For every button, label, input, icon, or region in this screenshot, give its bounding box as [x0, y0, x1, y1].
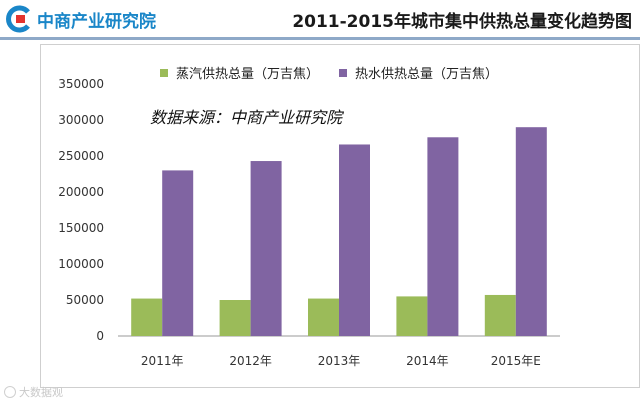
header-divider — [0, 37, 640, 40]
bar-hot-water — [339, 144, 370, 336]
data-source-annotation: 数据来源：中商产业研究院 — [150, 108, 343, 127]
bar-hot-water — [162, 170, 194, 336]
bar-steam — [484, 294, 516, 336]
bar-steam — [219, 300, 251, 336]
bar-hot-water — [427, 137, 459, 336]
bar-steam — [131, 298, 163, 336]
bar-hot-water — [515, 127, 547, 336]
y-tick-label: 0 — [96, 329, 104, 343]
bar-steam — [308, 298, 339, 336]
legend-label-steam: 蒸汽供热总量（万吉焦） — [176, 67, 320, 82]
page-title: 2011-2015年城市集中供热总量变化趋势图 — [292, 12, 632, 32]
y-tick-label: 50000 — [66, 293, 104, 307]
header: 中商产业研究院 2011-2015年城市集中供热总量变化趋势图 — [0, 0, 640, 40]
watermark-text: 大数据观 — [19, 386, 63, 399]
legend-label-hot-water: 热水供热总量（万吉焦） — [355, 67, 499, 82]
x-tick-label: 2011年 — [141, 354, 184, 368]
y-tick-label: 200000 — [58, 185, 104, 199]
logo: 中商产业研究院 — [4, 3, 156, 35]
legend-item-steam: 蒸汽供热总量（万吉焦） — [160, 63, 319, 82]
legend-item-hot-water: 热水供热总量（万吉焦） — [339, 63, 498, 82]
y-tick-label: 300000 — [58, 113, 104, 127]
x-tick-label: 2012年 — [229, 354, 272, 368]
logo-text: 中商产业研究院 — [37, 11, 156, 32]
y-tick-label: 350000 — [58, 77, 104, 91]
bar-hot-water — [250, 161, 282, 336]
logo-icon — [4, 4, 34, 34]
x-tick-label: 2015年E — [491, 354, 541, 368]
watermark: 大数据观 — [4, 384, 63, 400]
legend-swatch-hot-water — [339, 68, 348, 77]
y-tick-label: 100000 — [58, 257, 104, 271]
legend-swatch-steam — [160, 68, 168, 77]
x-tick-label: 2013年 — [318, 354, 361, 368]
x-tick-label: 2014年 — [406, 354, 449, 368]
y-tick-label: 250000 — [58, 149, 104, 163]
watermark-icon — [4, 386, 16, 398]
chart-legend: 蒸汽供热总量（万吉焦） 热水供热总量（万吉焦） — [160, 63, 518, 82]
y-tick-label: 150000 — [58, 221, 104, 235]
bar-steam — [396, 296, 428, 336]
